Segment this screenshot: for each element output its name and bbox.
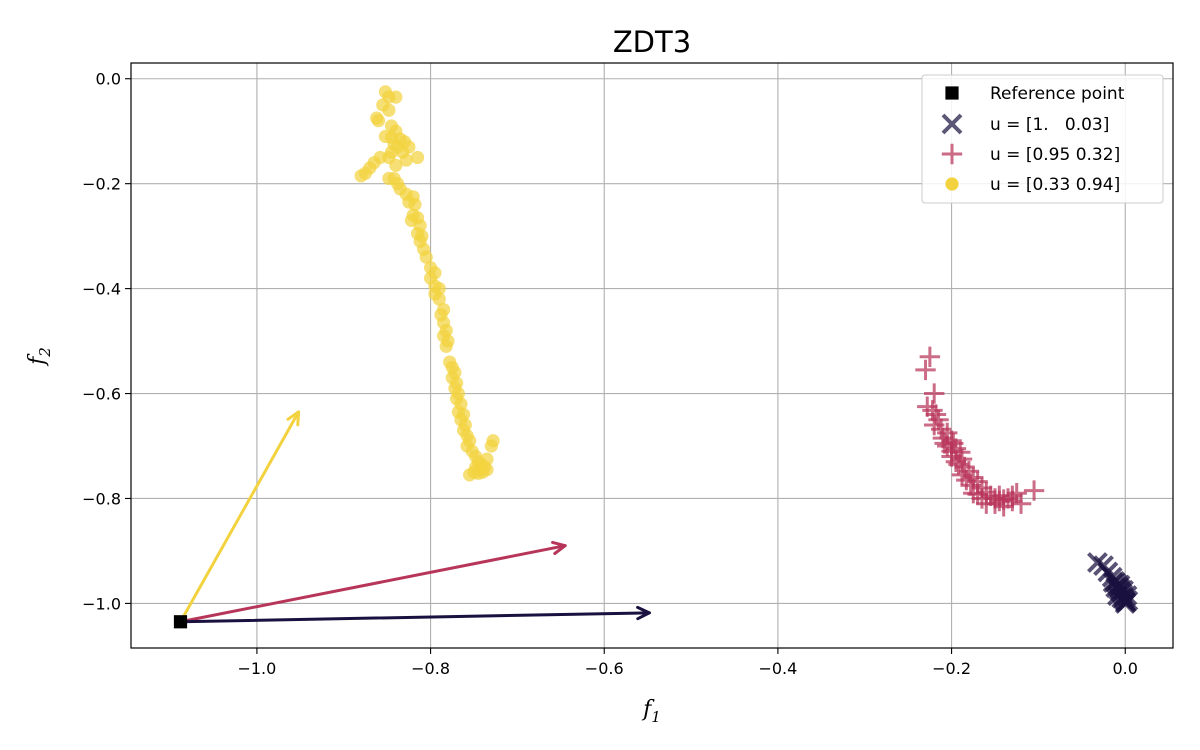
y-tick-label: −1.0: [82, 594, 121, 613]
data-point: [486, 434, 500, 448]
data-point: [934, 433, 955, 454]
data-point: [945, 451, 967, 472]
data-point: [410, 150, 425, 165]
data-point: [976, 493, 997, 514]
data-point: [1002, 490, 1023, 512]
x-tick-label: −0.4: [758, 659, 797, 678]
data-point: [432, 292, 446, 306]
arrow-head: [636, 605, 651, 621]
legend-frame: [921, 74, 1164, 204]
legend-marker-square: [945, 86, 959, 100]
arrow-shaft: [178, 544, 567, 624]
legend-marker-circle: [945, 177, 959, 191]
arrow-shaft: [178, 611, 651, 624]
legend-marker-plus: [941, 143, 963, 165]
x-tick-label: −0.8: [411, 659, 450, 678]
plot-frame: [130, 62, 1174, 649]
data-point: [408, 198, 422, 212]
axis-ticks: −1.0 −0.8 −0.6 −0.4 −0.2 0.0 0.0 −0.2 −0.4 −0.6 −0…: [82, 70, 1138, 678]
data-point: [971, 488, 993, 509]
series-square: [173, 615, 188, 629]
arrow-shaft: [178, 410, 301, 624]
legend-label-series-1: u = [1. 0.03]: [990, 115, 1109, 135]
legend-marker-x: [941, 113, 963, 135]
legend-label-series-2: u = [0.95 0.32]: [990, 145, 1120, 165]
data-point: [928, 409, 949, 430]
y-tick-label: 0.0: [96, 70, 121, 89]
data-point: [919, 346, 941, 368]
data-point: [173, 615, 188, 629]
series-plus: [915, 346, 1045, 517]
series-x: [1087, 552, 1139, 614]
data-point: [354, 169, 368, 183]
data-point: [956, 469, 977, 491]
arrows: [178, 410, 651, 624]
data-point: [480, 452, 494, 466]
arrow-head: [286, 410, 301, 427]
data-point: [937, 435, 958, 457]
x-axis-label: f1: [641, 697, 661, 726]
x-tick-label: 0.0: [1113, 659, 1138, 678]
direction-arrow: [178, 410, 301, 624]
data-point: [993, 496, 1014, 517]
data-point: [1023, 480, 1045, 501]
data-point: [925, 404, 947, 425]
y-tick-label: −0.2: [82, 175, 121, 194]
data-point: [382, 103, 396, 117]
y-tick-label: −0.6: [82, 385, 121, 404]
chart-title: ZDT3: [613, 25, 691, 59]
direction-arrow: [178, 540, 567, 624]
data-point: [389, 158, 403, 172]
legend-label-reference: Reference point: [990, 84, 1125, 104]
y-tick-label: −0.4: [82, 280, 121, 299]
y-tick-label: −0.8: [82, 489, 121, 508]
data-point: [989, 485, 1010, 507]
data-point: [389, 90, 403, 104]
legend-label-series-3: u = [0.33 0.94]: [990, 175, 1120, 195]
data-point: [399, 153, 413, 167]
x-tick-label: −1.0: [237, 659, 276, 678]
data-point: [963, 483, 984, 504]
series-circle: [354, 85, 500, 482]
x-tick-label: −0.2: [932, 659, 971, 678]
y-axis-label: f2: [25, 347, 54, 367]
x-tick-label: −0.6: [585, 659, 624, 678]
data-point: [371, 114, 386, 128]
data-point: [419, 250, 433, 264]
direction-arrow: [178, 605, 651, 624]
data-point: [1109, 574, 1131, 596]
arrow-head: [551, 540, 567, 556]
data-point: [469, 460, 483, 474]
legend-markers: [941, 86, 963, 191]
legend: Reference point u = [1. 0.03] u = [0.95 …: [921, 74, 1164, 204]
data-point: [924, 383, 945, 404]
data-point: [915, 359, 936, 381]
data-points: [173, 85, 1139, 629]
data-point: [1010, 493, 1032, 514]
data-point: [951, 464, 973, 486]
data-point: [439, 339, 453, 353]
